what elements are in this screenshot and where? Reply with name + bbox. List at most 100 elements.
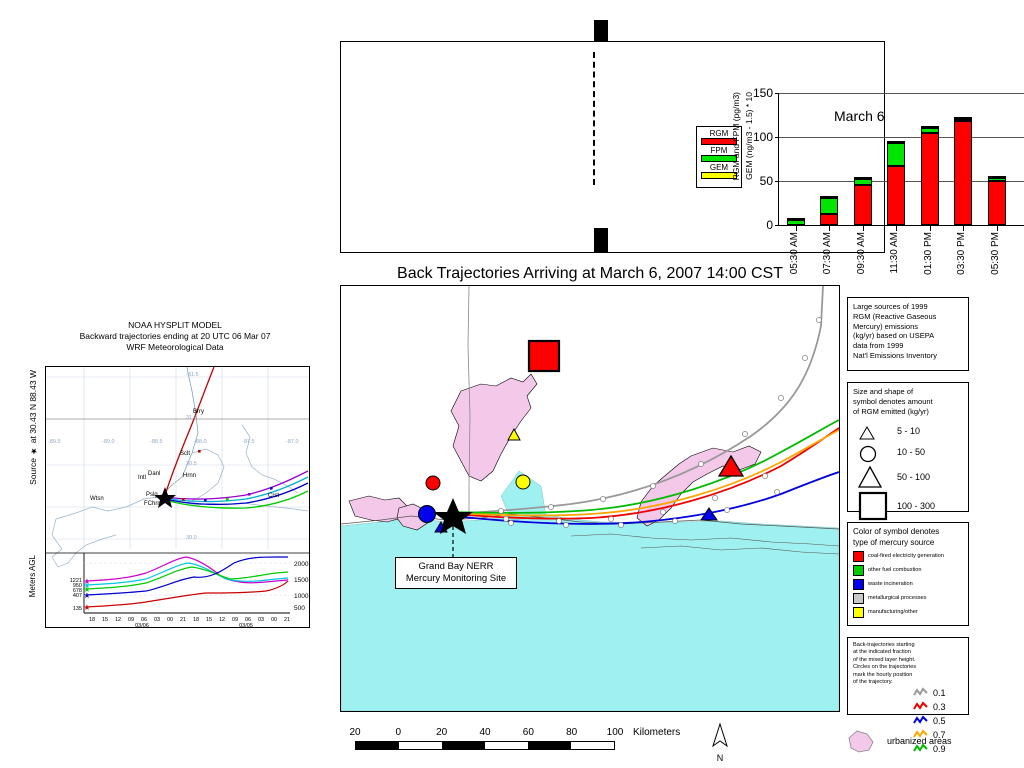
- bar-segment-rgm: [954, 121, 973, 225]
- trajectory-0.5: [452, 471, 839, 525]
- scalebar-label-6: 100: [606, 727, 624, 738]
- x-tick-1: [829, 226, 831, 231]
- legend-entry-fpm: FPM: [700, 146, 738, 162]
- svg-text:-87.5: -87.5: [242, 439, 255, 445]
- trajectory-0.3: [452, 427, 839, 520]
- legend-trajectory-fraction: Back-trajectories starting at the indica…: [847, 637, 969, 754]
- legend-color-row-metallurgical: metallurgical processes: [853, 593, 963, 604]
- squiggle-icon-0.5: [913, 712, 929, 730]
- x-tick-4: [929, 226, 931, 231]
- hysplit-panel[interactable]: -31.5 31.0 30.5 30.0 -89.5 -89.0 -88.5 -…: [45, 366, 310, 629]
- legend-traj-row-4: 0.9: [913, 742, 963, 756]
- site-callout-line2: Mercury Monitoring Site: [405, 573, 507, 584]
- legend-label-rgm: RGM: [709, 129, 729, 138]
- monitoring-site-star: [433, 498, 473, 534]
- x-tick-label-5: 03:30 PM: [956, 232, 968, 275]
- legend-traj-label-1: 0.3: [933, 702, 946, 713]
- legend-symbol-size: Size and shape of symbol denotes amount …: [847, 382, 969, 521]
- legend-color-row-manufacturing: manufacturing/other: [853, 607, 963, 618]
- legend-traj-row-2: 0.5: [913, 714, 963, 728]
- bar-07-30-AM[interactable]: [820, 195, 839, 225]
- color-swatch-manufacturing: [853, 607, 864, 618]
- hysplit-svg: -31.5 31.0 30.5 30.0 -89.5 -89.0 -88.5 -…: [46, 366, 309, 629]
- y-tick-mark-100: [775, 137, 779, 138]
- color-swatch-fuel: [853, 565, 864, 576]
- svg-text:Crst: Crst: [268, 493, 279, 499]
- svg-text:30.5: 30.5: [186, 461, 197, 467]
- bar-05-30-PM[interactable]: [987, 176, 1006, 225]
- gulf-water: [341, 513, 839, 711]
- svg-text:1000: 1000: [294, 593, 309, 600]
- legend-size-label-0: 5 - 10: [897, 426, 921, 437]
- legend-urbanized-areas: urbanized areas: [845, 728, 952, 754]
- source-triangle-waste: [700, 507, 718, 521]
- urbanized-area-icon: [848, 730, 874, 753]
- bar-segment-gem: [987, 176, 1006, 179]
- bar-segment-gem: [820, 195, 839, 198]
- bar-segment-rgm: [987, 181, 1006, 225]
- svg-text:Wtsn: Wtsn: [90, 496, 104, 502]
- bar-segment-gem: [887, 141, 906, 144]
- trajectory-hour-marks: [498, 317, 822, 528]
- bar-09-30-AM[interactable]: [853, 177, 872, 225]
- source-circle-manufacturing: [515, 474, 531, 490]
- svg-text:03: 03: [154, 617, 160, 623]
- hysplit-title-line3: WRF Meteorological Data: [126, 342, 224, 352]
- legend-sources-line-1: RGM (Reactive Gaseous: [853, 311, 937, 321]
- bar-segment-fpm: [853, 179, 872, 185]
- trajectory-0.9: [452, 419, 839, 514]
- hysplit-source-text: Source ★ at 30.43 N 88.43 W: [28, 370, 38, 485]
- svg-text:03/05: 03/05: [239, 623, 253, 627]
- legend-trajectory-description: Back-trajectories starting at the indica…: [853, 642, 917, 686]
- barrier-islands: [570, 533, 839, 547]
- legend-size-row-small-triangle: 5 - 10: [853, 422, 963, 443]
- legend-traj-label-3: 0.7: [933, 730, 946, 741]
- squiggle-icon-0.7: [913, 726, 929, 744]
- site-callout-line1: Grand Bay NERR: [418, 561, 494, 572]
- svg-text:500: 500: [294, 605, 305, 612]
- urbanized-label: urbanized areas: [887, 736, 952, 746]
- legend-color-header-0: Color of symbol denotes: [853, 527, 940, 536]
- svg-text:-87.0: -87.0: [286, 439, 299, 445]
- trajectory-0.1: [452, 286, 824, 515]
- source-triangle-coal: [717, 454, 745, 477]
- x-tick-6: [996, 226, 998, 231]
- trajectory-map[interactable]: [340, 285, 840, 712]
- bar-01-30-PM[interactable]: [920, 126, 939, 225]
- height-line-407: [85, 556, 288, 596]
- svg-text:09: 09: [128, 617, 134, 623]
- legend-swatch-fpm: [701, 155, 737, 162]
- legend-size-row-circle: 10 - 50: [853, 443, 963, 464]
- north-arrow: N: [708, 722, 732, 763]
- map-title: Back Trajectories Arriving at March 6, 2…: [397, 265, 783, 282]
- scalebar-segment-1: [399, 742, 442, 749]
- x-tick-5: [963, 226, 965, 231]
- svg-text:06: 06: [245, 617, 251, 623]
- svg-text:-88.5: -88.5: [150, 439, 163, 445]
- x-tick-label-3: 11:30 AM: [889, 232, 901, 274]
- legend-swatch-rgm: [701, 138, 737, 145]
- legend-size-row-square: 100 - 300: [853, 490, 963, 522]
- svg-text:30.0: 30.0: [186, 535, 197, 541]
- y-tick-label-50: 50: [759, 174, 773, 188]
- svg-text:2000: 2000: [294, 561, 309, 568]
- bar-segment-gem: [853, 177, 872, 180]
- svg-text:12: 12: [219, 617, 225, 623]
- height-start-labels: 1221 950 678 407 135: [70, 578, 82, 612]
- svg-text:407: 407: [73, 593, 82, 599]
- hysplit-traj-blue: [164, 482, 309, 506]
- trajectory-0.7: [452, 429, 839, 517]
- scalebar-unit: Kilometers: [633, 727, 681, 738]
- bar-11-30-AM[interactable]: [887, 141, 906, 225]
- hysplit-traj-red: [164, 366, 215, 496]
- color-swatch-metallurgical: [853, 593, 864, 604]
- bar-segment-gem: [786, 217, 805, 220]
- bar-03-30-PM[interactable]: [954, 117, 973, 225]
- bar-05-30-AM[interactable]: [786, 217, 805, 225]
- legend-size-header-2: of RGM emitted (kg/yr): [853, 406, 929, 416]
- hysplit-date-ticks: 03/06 03/05: [135, 623, 253, 629]
- legend-color-row-waste: waste incineration: [853, 579, 963, 590]
- legend-color-row-fuel: other fuel combustion: [853, 565, 963, 576]
- svg-text:★: ★: [83, 581, 90, 590]
